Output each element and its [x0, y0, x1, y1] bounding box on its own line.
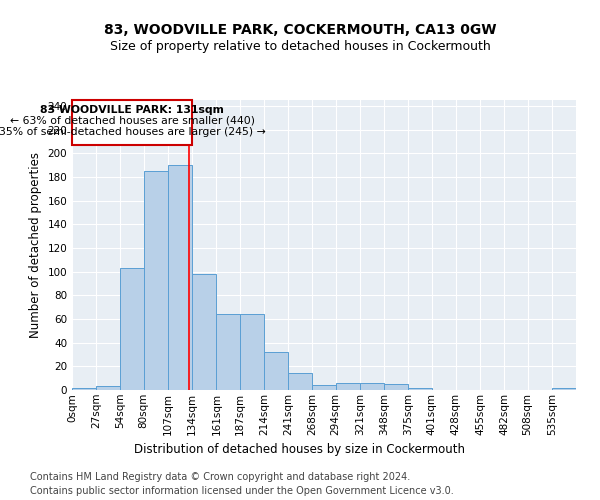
Text: 83, WOODVILLE PARK, COCKERMOUTH, CA13 0GW: 83, WOODVILLE PARK, COCKERMOUTH, CA13 0G… [104, 22, 496, 36]
Text: 83 WOODVILLE PARK: 131sqm: 83 WOODVILLE PARK: 131sqm [40, 104, 224, 115]
Bar [240, 314, 264, 390]
Bar [144, 171, 168, 390]
Text: Distribution of detached houses by size in Cockermouth: Distribution of detached houses by size … [134, 442, 466, 456]
Bar [552, 388, 576, 390]
Text: Size of property relative to detached houses in Cockermouth: Size of property relative to detached ho… [110, 40, 490, 53]
Text: ← 63% of detached houses are smaller (440): ← 63% of detached houses are smaller (44… [10, 116, 254, 126]
Text: Contains HM Land Registry data © Crown copyright and database right 2024.: Contains HM Land Registry data © Crown c… [30, 472, 410, 482]
Text: Contains public sector information licensed under the Open Government Licence v3: Contains public sector information licen… [30, 486, 454, 496]
Text: 35% of semi-detached houses are larger (245) →: 35% of semi-detached houses are larger (… [0, 127, 265, 137]
Bar [168, 165, 192, 390]
Bar [288, 374, 313, 390]
Bar [217, 314, 240, 390]
Bar [264, 352, 288, 390]
Bar [72, 100, 192, 145]
Bar [408, 388, 431, 390]
Bar [72, 388, 96, 390]
Bar [121, 268, 144, 390]
Bar [96, 386, 121, 390]
Bar [384, 384, 408, 390]
Bar [360, 383, 384, 390]
Bar [313, 386, 335, 390]
Bar [335, 383, 360, 390]
Y-axis label: Number of detached properties: Number of detached properties [29, 152, 42, 338]
Bar [192, 274, 217, 390]
